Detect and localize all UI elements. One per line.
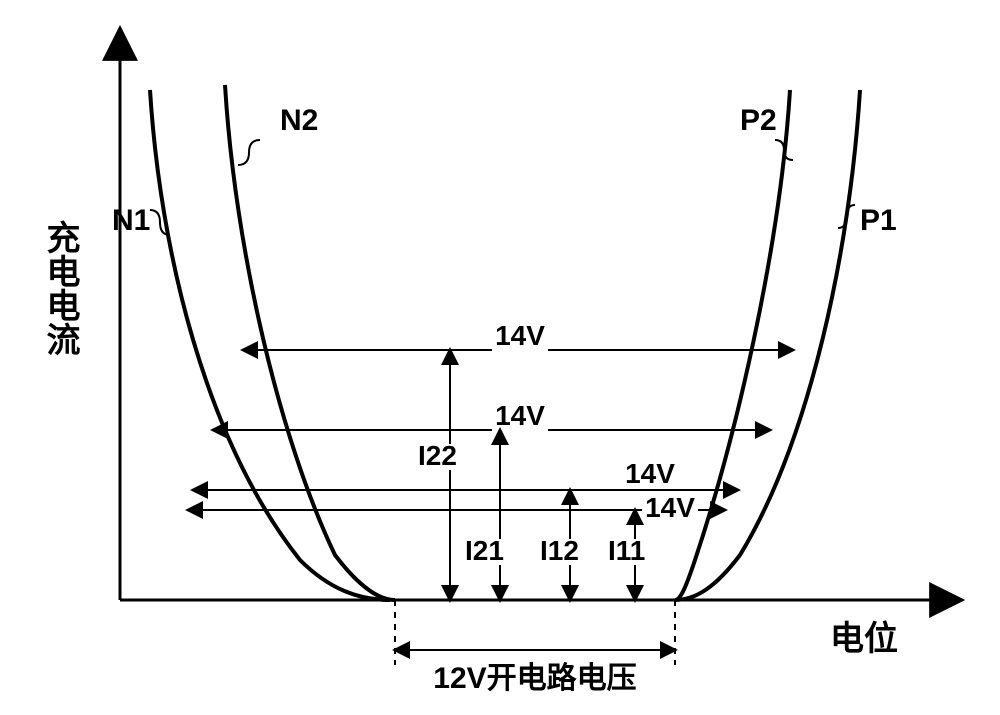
curve-p1 <box>675 90 860 600</box>
current-label-i11: I11 <box>608 535 645 566</box>
voltage-spans: 14V14V14V14V <box>188 320 793 523</box>
y-axis-label: 充电电流 <box>41 220 80 356</box>
curve-n2 <box>225 85 395 600</box>
curve-lead-n2 <box>238 140 260 165</box>
current-label-i21: I21 <box>465 535 504 566</box>
curve-p2 <box>675 90 790 600</box>
current-label-i12: I12 <box>540 535 579 566</box>
curve-label-n1: N1 <box>112 204 150 237</box>
curve-label-n2: N2 <box>280 104 318 137</box>
current-label-i22: I22 <box>418 440 457 471</box>
voltage-span-label-3: 14V <box>645 492 695 523</box>
curve-label-p2: P2 <box>740 104 777 137</box>
open-circuit-label: 12V开电路电压 <box>433 662 636 695</box>
voltage-span-label-1: 14V <box>495 400 545 431</box>
voltage-span-label-0: 14V <box>495 320 545 351</box>
curve-label-p1: P1 <box>860 204 897 237</box>
current-markers: I22 I21 I12 I11 <box>414 350 654 600</box>
voltage-span-label-2: 14V <box>625 458 675 489</box>
curve-n1 <box>150 90 390 600</box>
x-axis-label: 电位 <box>830 620 898 658</box>
polarization-diagram: 充电电流 电位 N1N2P1P2 12V开电路电压 14V14V14V14V I… <box>0 0 1000 715</box>
